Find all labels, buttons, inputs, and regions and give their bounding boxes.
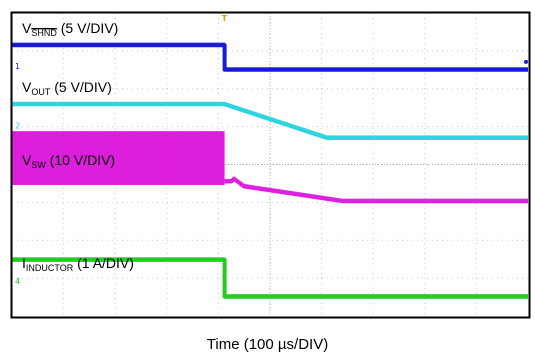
channel-marker: 1 (15, 62, 20, 71)
channel-marker: 3 (15, 163, 20, 172)
trace-noise (224, 176, 528, 200)
trace-label: VSW (10 V/DIV) (22, 152, 115, 170)
switching-burst (12, 131, 225, 185)
channel-marker: 2 (15, 121, 20, 130)
trace-labels: VSHND (5 V/DIV)VOUT (5 V/DIV)VSW (10 V/D… (22, 20, 134, 273)
x-axis-label: Time (100 µs/DIV) (206, 336, 329, 353)
trigger-marker: T (222, 14, 228, 23)
trace-label-scale: (5 V/DIV) (57, 20, 118, 36)
trace-label-main: I (22, 255, 26, 271)
trace-label-scale: (5 V/DIV) (50, 79, 111, 95)
grid (12, 13, 528, 316)
trace-label: VOUT (5 V/DIV) (22, 79, 112, 97)
trace-label-subscript: INDUCTOR (26, 263, 74, 273)
trace-noise (12, 42, 528, 69)
trace-label-main: V (22, 20, 32, 36)
trace-noise (12, 257, 528, 296)
trace-label: IINDUCTOR (1 A/DIV) (22, 255, 134, 273)
trace-noise (12, 101, 528, 137)
right-edge-marker (524, 59, 528, 64)
trace-line (12, 102, 528, 140)
scope-screen: VSHND (5 V/DIV)VOUT (5 V/DIV)VSW (10 V/D… (10, 11, 531, 319)
traces (11, 42, 528, 299)
channel-markers: 1 2 3 4 T (15, 14, 528, 286)
trace-line (224, 176, 528, 204)
trace-label-scale: (10 V/DIV) (46, 152, 115, 168)
trace-label-scale: (1 A/DIV) (73, 255, 134, 271)
trace-label-subscript: SHND (31, 28, 57, 38)
trace-label: VSHND (5 V/DIV) (22, 20, 118, 38)
trace-label-subscript: OUT (31, 87, 51, 97)
trace-label-main: V (22, 79, 32, 95)
trace-label-subscript: SW (31, 160, 46, 170)
channel-marker: 4 (15, 277, 20, 286)
screen-border (10, 11, 531, 319)
trace-label-main: V (22, 152, 32, 168)
